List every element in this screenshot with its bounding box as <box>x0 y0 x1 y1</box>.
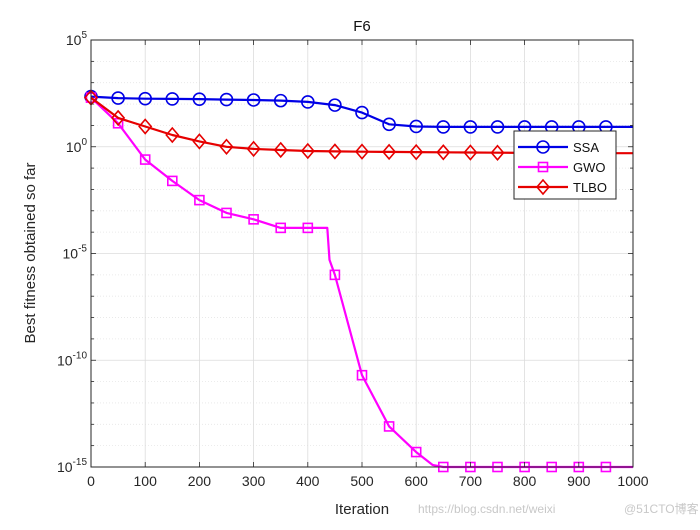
ssa-marker <box>165 92 180 106</box>
ssa-marker <box>246 93 261 107</box>
x-tick-label: 300 <box>242 473 266 489</box>
watermark-url: https://blog.csdn.net/weixi <box>418 502 555 516</box>
x-axis-label: Iteration <box>335 501 389 518</box>
x-tick-label: 600 <box>405 473 429 489</box>
ssa-marker <box>409 119 424 134</box>
legend: SSA GWO TLBO <box>513 130 617 200</box>
gwo-marker <box>248 214 259 225</box>
tlbo-marker <box>436 144 451 161</box>
legend-label-tlbo: TLBO <box>573 180 607 195</box>
x-tick-label: 400 <box>296 473 320 489</box>
gwo-marker <box>221 207 232 219</box>
gwo-marker <box>356 369 368 381</box>
legend-marker-ssa <box>536 140 550 154</box>
x-tick-label: 1000 <box>617 473 648 489</box>
tlbo-marker <box>111 109 126 127</box>
x-tick-label: 200 <box>188 473 212 489</box>
x-tick-labels: 0 100 200 300 400 500 600 700 800 900 1000 <box>87 473 649 489</box>
ssa-marker <box>382 117 396 132</box>
y-axis-label: Best fitness obtained so far <box>22 163 39 344</box>
x-tick-label: 700 <box>459 473 483 489</box>
ssa-marker <box>328 98 342 112</box>
ssa-marker <box>355 105 369 120</box>
ssa-line <box>90 95 633 129</box>
x-tick-label: 500 <box>350 473 374 489</box>
legend-marker-tlbo <box>535 178 551 196</box>
tlbo-marker <box>273 141 288 159</box>
x-tick-label: 800 <box>513 473 537 489</box>
y-tick-labels: 105 100 10-5 10-10 10-15 <box>57 30 87 475</box>
x-tick-label: 900 <box>567 473 591 489</box>
chart-title: F6 <box>353 18 371 35</box>
tlbo-marker <box>327 143 342 160</box>
y-tick-label: 10-15 <box>57 457 87 475</box>
ssa-marker <box>219 92 234 107</box>
tlbo-marker <box>219 138 234 155</box>
ssa-marker <box>192 92 207 106</box>
legend-label-gwo: GWO <box>573 160 606 175</box>
y-tick-label: 105 <box>66 30 88 48</box>
tlbo-marker <box>300 142 315 160</box>
tlbo-marker <box>138 118 153 135</box>
tlbo-marker <box>409 143 424 161</box>
gwo-marker <box>139 154 151 165</box>
gwo-marker <box>167 175 178 187</box>
ssa-marker <box>111 91 125 105</box>
y-tick-label: 10-5 <box>63 244 88 262</box>
ssa-marker <box>273 93 288 108</box>
gwo-marker <box>194 194 205 206</box>
ssa-marker <box>436 120 451 134</box>
tlbo-marker <box>490 144 505 161</box>
gwo-marker <box>383 421 395 432</box>
tlbo-marker <box>192 133 207 150</box>
ssa-marker <box>490 120 505 134</box>
gwo-marker <box>329 269 341 281</box>
legend-marker-gwo <box>537 161 549 173</box>
ssa-marker <box>300 95 315 109</box>
tlbo-marker <box>165 126 180 144</box>
legend-label-ssa: SSA <box>573 140 599 155</box>
x-tick-label: 0 <box>87 473 95 489</box>
tick-marks <box>90 39 634 468</box>
tlbo-marker <box>246 140 261 158</box>
tlbo-marker <box>463 144 478 161</box>
gwo-marker <box>410 446 422 458</box>
gwo-marker <box>275 222 287 234</box>
tlbo-marker <box>354 143 370 160</box>
ssa-marker <box>138 91 152 106</box>
watermark-brand: @51CTO博客 <box>624 501 699 516</box>
y-tick-label: 10-10 <box>57 350 87 368</box>
x-tick-label: 100 <box>134 473 158 489</box>
tlbo-marker <box>382 143 397 161</box>
y-tick-label: 100 <box>66 137 88 155</box>
ssa-marker <box>463 120 478 134</box>
gwo-marker <box>302 222 314 234</box>
